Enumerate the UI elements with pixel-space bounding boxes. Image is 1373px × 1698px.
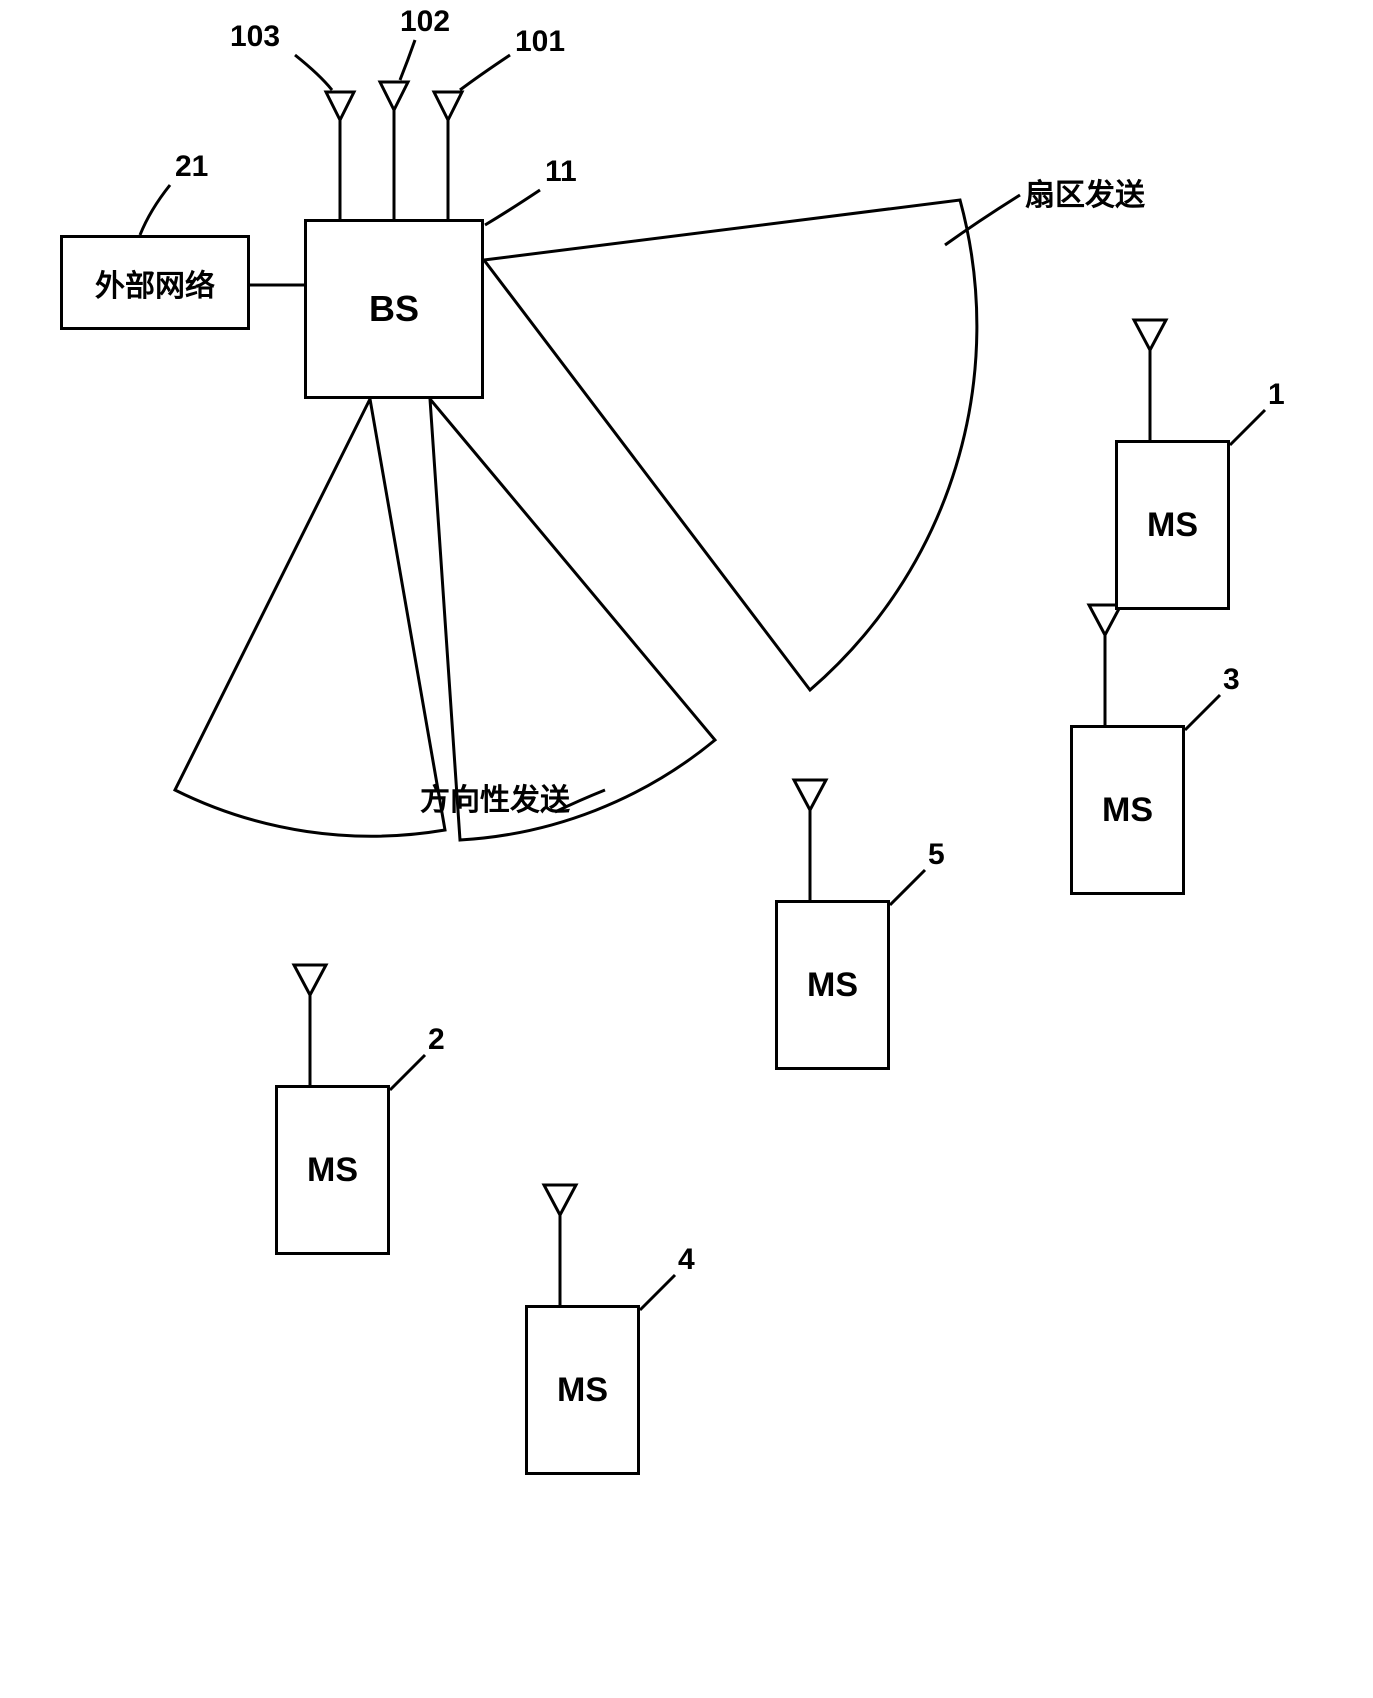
ms-3-box: MS: [1070, 725, 1185, 895]
bs-antenna-2: [380, 82, 408, 219]
leader-103: [295, 55, 332, 90]
bs-box: BS: [304, 219, 484, 399]
ms-3-antenna: [1089, 605, 1121, 725]
ms-1-label: MS: [1147, 506, 1198, 545]
ref-11: 11: [545, 155, 577, 189]
ms-2-antenna: [294, 965, 326, 1085]
ref-ms-3: 3: [1223, 663, 1240, 697]
leader-ms2: [390, 1055, 425, 1090]
ms-4-antenna: [544, 1185, 576, 1305]
leader-11: [485, 190, 540, 225]
leader-ms1: [1230, 410, 1265, 445]
ref-ms-5: 5: [928, 838, 945, 872]
ref-ms-4: 4: [678, 1243, 695, 1277]
ms-1-antenna: [1134, 320, 1166, 440]
directional-beam-right: [430, 399, 715, 840]
ms-3-label: MS: [1102, 791, 1153, 830]
ms-2-label: MS: [307, 1151, 358, 1190]
ref-21: 21: [175, 150, 208, 184]
ms-5-label: MS: [807, 966, 858, 1005]
ref-102: 102: [400, 5, 450, 39]
external-network-label: 外部网络: [95, 261, 215, 305]
directional-beam-left: [175, 399, 445, 836]
external-network-box: 外部网络: [60, 235, 250, 330]
sector-beam: [484, 200, 977, 690]
ms-5-box: MS: [775, 900, 890, 1070]
ref-ms-2: 2: [428, 1023, 445, 1057]
bs-antenna-1: [326, 92, 354, 219]
leader-101: [460, 55, 510, 90]
leader-sector: [945, 195, 1020, 245]
leader-ms4: [640, 1275, 675, 1310]
ref-101: 101: [515, 25, 565, 59]
directional-label: 方向性发送: [420, 775, 570, 819]
bs-label: BS: [369, 288, 419, 330]
ms-4-label: MS: [557, 1371, 608, 1410]
leader-ms5: [890, 870, 925, 905]
leader-ms3: [1185, 695, 1220, 730]
ref-103: 103: [230, 20, 280, 54]
leader-21: [140, 185, 170, 235]
bs-antenna-3: [434, 92, 462, 219]
ms-2-box: MS: [275, 1085, 390, 1255]
ms-5-antenna: [794, 780, 826, 900]
sector-label: 扇区发送: [1025, 170, 1145, 214]
ms-4-box: MS: [525, 1305, 640, 1475]
ref-ms-1: 1: [1268, 378, 1285, 412]
leader-102: [400, 40, 415, 80]
ms-1-box: MS: [1115, 440, 1230, 610]
